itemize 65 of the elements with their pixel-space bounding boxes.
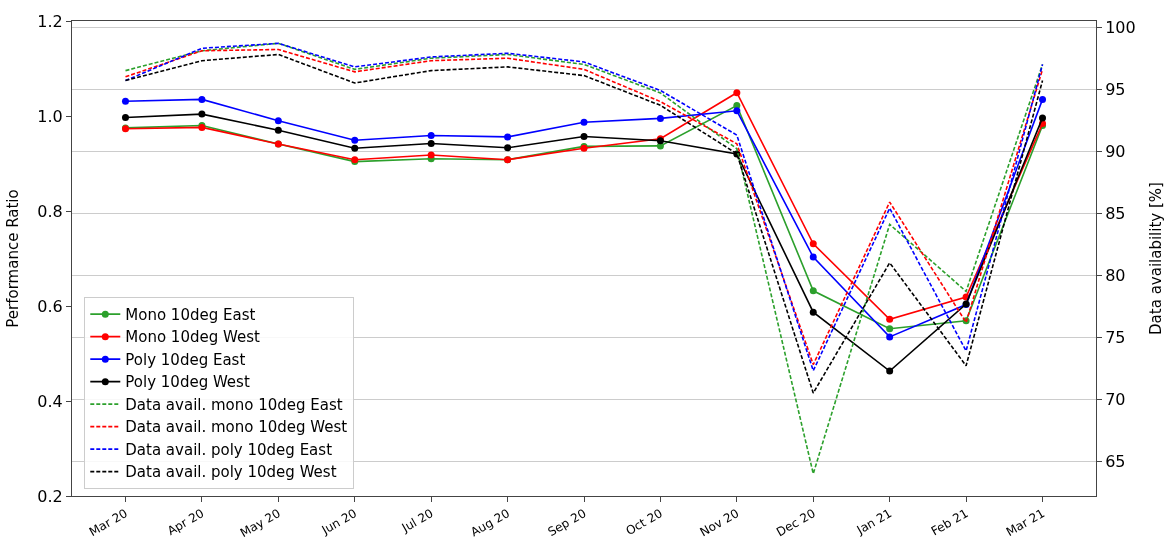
y-tick-label: 0.8	[37, 201, 63, 221]
x-tick-label: May 20	[237, 506, 283, 541]
point	[809, 253, 817, 261]
point	[198, 95, 206, 103]
y-tick-label: 1.2	[37, 11, 63, 31]
x-tick-label: Aug 20	[468, 506, 513, 540]
point	[121, 97, 129, 105]
y2-tick-label: 100	[1105, 17, 1136, 37]
legend-label: Data avail. poly 10deg East	[125, 440, 333, 459]
legend-label: Mono 10deg West	[125, 328, 260, 347]
point	[733, 107, 741, 115]
point	[504, 133, 512, 141]
point	[656, 114, 664, 122]
x-tick-label: Jan 21	[853, 506, 895, 538]
point	[886, 333, 894, 341]
x-tick-label: Nov 20	[697, 506, 742, 540]
y-tick-label: 0.4	[37, 391, 63, 411]
legend-label: Data avail. mono 10deg East	[125, 395, 343, 414]
x-tick-label: Mar 20	[86, 506, 130, 540]
point	[274, 117, 282, 125]
y-tick-label: 0.2	[37, 486, 63, 506]
point	[733, 89, 741, 97]
point	[1039, 114, 1047, 122]
x-tick-label: Sep 20	[545, 506, 589, 540]
legend-label: Poly 10deg East	[125, 350, 246, 369]
point	[809, 240, 817, 248]
point	[427, 140, 435, 148]
x-tick-label: Jun 20	[318, 506, 360, 538]
point	[809, 287, 817, 295]
point	[809, 308, 817, 316]
y2-tick-label: 70	[1105, 389, 1126, 409]
x-tick-label: Jul 20	[398, 506, 436, 536]
x-tick-label: Mar 21	[1003, 506, 1048, 540]
y-tick-label: 1.0	[37, 106, 63, 126]
y-axis-title: Performance Ratio	[3, 189, 22, 328]
legend-label: Data avail. mono 10deg West	[125, 418, 348, 437]
point	[427, 151, 435, 159]
y2-tick-label: 85	[1105, 203, 1126, 223]
point	[580, 132, 588, 140]
x-tick-label: Dec 20	[774, 506, 818, 540]
y2-tick-label: 80	[1105, 265, 1126, 285]
y2-tick-label: 75	[1105, 327, 1126, 347]
point	[198, 110, 206, 118]
point	[351, 144, 359, 152]
y-tick-label: 0.6	[37, 296, 63, 316]
legend-label: Mono 10deg East	[125, 305, 256, 324]
point	[580, 118, 588, 126]
point	[886, 315, 894, 323]
point	[274, 126, 282, 134]
point	[504, 144, 512, 152]
point	[886, 367, 894, 375]
legend-label: Data avail. poly 10deg West	[125, 463, 337, 482]
y2-tick-label: 95	[1105, 79, 1126, 99]
point	[886, 325, 894, 333]
y2-tick-label: 65	[1105, 451, 1126, 471]
point	[121, 113, 129, 121]
y2-tick-label: 90	[1105, 141, 1126, 161]
x-tick-label: Feb 21	[928, 506, 971, 539]
point	[427, 131, 435, 139]
x-tick-label: Apr 20	[164, 506, 207, 539]
point	[351, 136, 359, 144]
x-tick-label: Oct 20	[623, 506, 665, 539]
legend-label: Poly 10deg West	[125, 373, 250, 392]
point	[1039, 95, 1047, 103]
y2-axis-title: Data availability [%]	[1146, 182, 1165, 335]
